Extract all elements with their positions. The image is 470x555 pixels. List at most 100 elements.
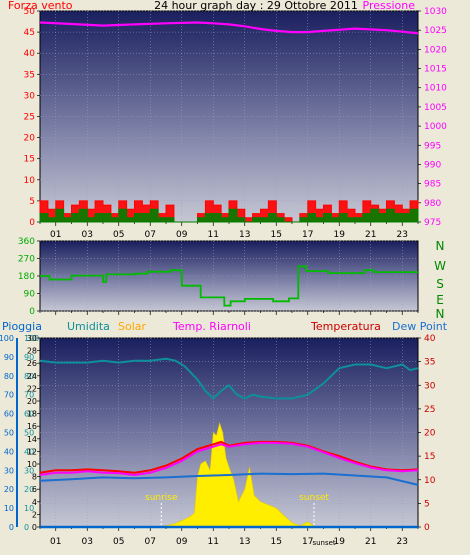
rain-tick-label: 100 bbox=[0, 334, 14, 343]
y2-tick-label: 990 bbox=[424, 160, 441, 170]
y2-tick-label: 980 bbox=[424, 199, 441, 209]
series-area-solar bbox=[158, 422, 317, 528]
solar-tick-label: 10 bbox=[27, 460, 37, 469]
y2-tick-label: 1010 bbox=[424, 84, 447, 94]
x-tick-label: 21 bbox=[365, 230, 376, 240]
x-tick-label: 09 bbox=[176, 537, 188, 547]
y-tick-label: 30 bbox=[24, 91, 36, 101]
compass-label: W bbox=[434, 259, 446, 273]
y-tick-label: 25 bbox=[24, 113, 35, 123]
y-tick-label: 270 bbox=[18, 255, 35, 265]
humidity-tick-label: 90 bbox=[24, 353, 34, 362]
humidity-tick-label: 20 bbox=[24, 485, 34, 494]
solar-tick-label: 28 bbox=[27, 347, 37, 356]
legend-pioggia: Pioggia bbox=[2, 320, 42, 333]
series-line-dew-point bbox=[39, 472, 419, 486]
legend-solar: Solar bbox=[118, 320, 147, 333]
y-tick-label: 35 bbox=[24, 70, 35, 80]
x-tick-label: 23 bbox=[397, 537, 408, 547]
y2-tick-label: 1020 bbox=[424, 45, 447, 55]
right-axis-title: Pressione bbox=[363, 0, 416, 12]
humidity-tick-label: 80 bbox=[24, 372, 34, 381]
y-tick-label: 10 bbox=[24, 176, 36, 186]
x-tick-label: 15 bbox=[271, 537, 282, 547]
solar-tick-label: 20 bbox=[27, 397, 37, 406]
humidity-tick-label: 0 bbox=[24, 523, 29, 532]
solar-tick-label: 16 bbox=[27, 422, 37, 431]
rain-tick-label: 70 bbox=[4, 391, 14, 400]
humidity-tick-label: 10 bbox=[24, 504, 34, 513]
solar-tick-label: 30 bbox=[27, 334, 37, 343]
x-tick-label: 01 bbox=[50, 230, 61, 240]
sun-marker-label: sunset bbox=[299, 493, 329, 503]
y-tick-label: 45 bbox=[24, 28, 35, 38]
x-tick-label: 21 bbox=[365, 537, 376, 547]
chart-marks-group: 0510152025303540455097598098599099510001… bbox=[0, 7, 447, 547]
x-tick-label: 15 bbox=[271, 230, 282, 240]
series-area-wind-avg bbox=[39, 208, 419, 223]
series-line-temp-riarnoli bbox=[39, 441, 419, 477]
solar-tick-label: 0 bbox=[32, 523, 37, 532]
y2-tick-label: 1005 bbox=[424, 103, 447, 113]
humidity-tick-label: 60 bbox=[24, 410, 34, 419]
x-tick-label: 03 bbox=[82, 537, 93, 547]
x-tick-label: 09 bbox=[176, 230, 188, 240]
rain-tick-label: 20 bbox=[4, 485, 14, 494]
x-tick-label: 07 bbox=[145, 230, 156, 240]
compass-label: S bbox=[436, 277, 444, 291]
legend-umidita: Umidita bbox=[67, 320, 110, 333]
x-tick-label: 13 bbox=[239, 230, 250, 240]
x-tick-label: 23 bbox=[397, 230, 408, 240]
x-tick-label: 19 bbox=[334, 230, 346, 240]
rain-tick-label: 90 bbox=[4, 353, 14, 362]
x-tick-label: 03 bbox=[82, 230, 93, 240]
temp-tick-label: 35 bbox=[424, 358, 435, 368]
series-line-direction bbox=[40, 265, 418, 307]
humidity-tick-label: 70 bbox=[24, 391, 34, 400]
y2-tick-label: 995 bbox=[424, 141, 441, 151]
rain-tick-label: 30 bbox=[4, 466, 14, 475]
solar-tick-label: 26 bbox=[27, 359, 37, 368]
x-tick-label: 01 bbox=[50, 537, 61, 547]
series-line-umidita bbox=[39, 357, 419, 400]
humidity-tick-label: 40 bbox=[24, 447, 34, 456]
y-tick-label: 40 bbox=[24, 49, 36, 59]
left-axis-title: Forza vento bbox=[8, 0, 73, 12]
solar-tick-label: 22 bbox=[27, 384, 37, 393]
sunset-axis-label: sunset bbox=[312, 539, 335, 547]
rain-tick-label: 40 bbox=[4, 447, 14, 456]
y2-tick-label: 1030 bbox=[424, 7, 447, 17]
rain-tick-label: 50 bbox=[4, 429, 14, 438]
humidity-tick-label: 50 bbox=[24, 429, 34, 438]
rain-tick-label: 80 bbox=[4, 372, 14, 381]
compass-label: E bbox=[436, 293, 444, 307]
x-tick-label: 17 bbox=[302, 230, 313, 240]
y2-tick-label: 975 bbox=[424, 218, 441, 228]
y-tick-label: 0 bbox=[29, 218, 35, 228]
rain-tick-label: 60 bbox=[4, 410, 14, 419]
temp-tick-label: 5 bbox=[424, 499, 430, 509]
legend-temp-riarnoli: Temp. Riarnoli bbox=[172, 320, 251, 333]
x-tick-label: 17 bbox=[302, 537, 313, 547]
x-tick-label: 19 bbox=[334, 537, 346, 547]
solar-tick-label: 2 bbox=[32, 510, 37, 519]
series-line-pressure bbox=[39, 21, 419, 35]
x-tick-label: 05 bbox=[113, 537, 124, 547]
solar-tick-label: 18 bbox=[27, 410, 37, 419]
y-tick-label: 360 bbox=[18, 237, 35, 247]
temp-tick-label: 25 bbox=[424, 405, 435, 415]
solar-tick-label: 6 bbox=[32, 485, 37, 494]
y-tick-label: 0 bbox=[29, 307, 35, 317]
y2-tick-label: 1000 bbox=[424, 122, 447, 132]
compass-label: N bbox=[436, 239, 445, 253]
y2-tick-label: 1015 bbox=[424, 65, 447, 75]
y-tick-label: 5 bbox=[29, 197, 35, 207]
temp-tick-label: 10 bbox=[424, 476, 436, 486]
y-tick-label: 50 bbox=[24, 7, 36, 17]
solar-tick-label: 14 bbox=[27, 435, 37, 444]
sun-marker-label: sunrise bbox=[145, 493, 178, 503]
x-tick-label: 07 bbox=[145, 537, 156, 547]
y2-tick-label: 985 bbox=[424, 180, 441, 190]
